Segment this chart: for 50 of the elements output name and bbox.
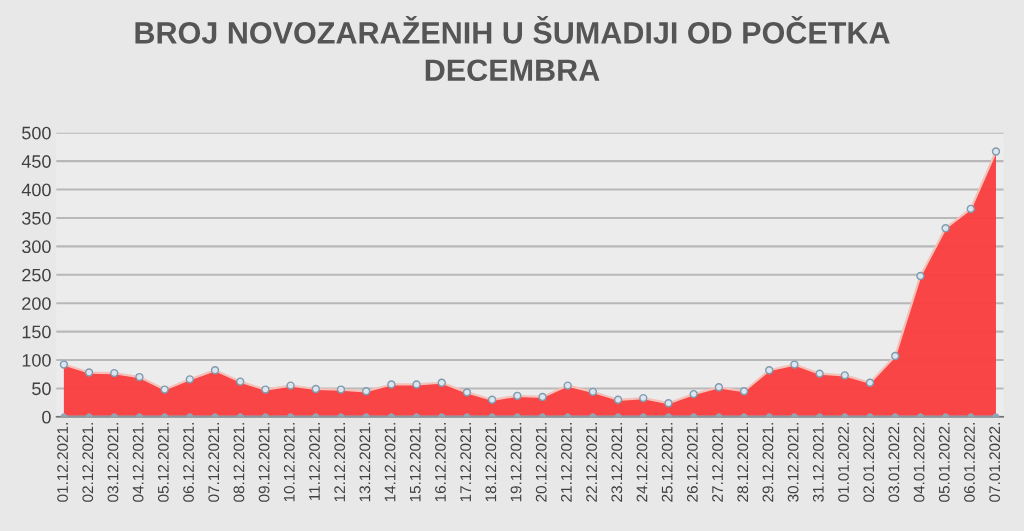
x-tick-label: 02.12.2021.: [82, 423, 94, 502]
x-tick-label: 15.12.2021.: [409, 423, 421, 502]
x-tick-label: 20.12.2021.: [535, 423, 547, 502]
x-tick-label: 25.12.2021.: [661, 423, 673, 502]
y-tick-label: 200: [22, 297, 51, 310]
y-tick-label: 100: [22, 353, 51, 367]
x-tick-label: 08.12.2021.: [233, 423, 245, 502]
x-tick-label: 05.12.2021.: [157, 423, 169, 502]
x-tick-label: 10.12.2021.: [283, 423, 295, 502]
y-tick-label: 450: [21, 155, 51, 168]
x-tick-label: 31.12.2021.: [812, 423, 824, 502]
y-tick-label: 400: [21, 183, 51, 197]
x-tick-label: 12.12.2021.: [334, 423, 346, 502]
x-tick-label: 14.12.2021.: [384, 423, 396, 502]
x-tick-label: 24.12.2021.: [636, 423, 648, 502]
x-tick-label: 01.01.2022.: [838, 423, 849, 502]
y-tick-label: 350: [22, 211, 51, 225]
x-tick-label: 27.12.2021.: [712, 423, 723, 502]
x-tick-label: 03.01.2022.: [888, 423, 900, 502]
x-tick-label: 16.12.2021.: [435, 423, 446, 502]
x-tick-label: 07.01.2022.: [989, 423, 1001, 502]
x-tick-label: 04.12.2021.: [132, 423, 144, 502]
x-tick-label: 22.12.2021.: [586, 423, 597, 502]
y-tick-label: 50: [32, 382, 51, 396]
y-tick-label: 150: [22, 325, 51, 339]
y-tick-label: 500: [22, 126, 51, 140]
x-tick-label: 11.12.2021.: [309, 423, 320, 501]
x-tick-label: 18.12.2021.: [485, 423, 497, 502]
x-tick-label: 07.12.2021.: [208, 423, 220, 502]
y-tick-label: 300: [22, 240, 51, 254]
x-tick-label: 06.01.2022.: [964, 423, 975, 502]
chart-title: BROJ NOVOZARAŽENIH U ŠUMADIJI OD POČETKA DECEMBRA: [135, 16, 890, 82]
x-tick-label: 19.12.2021.: [510, 423, 522, 502]
x-tick-label: 29.12.2021.: [762, 423, 774, 502]
x-tick-label: 06.12.2021.: [183, 423, 194, 502]
y-tick-label: 0: [42, 410, 51, 424]
x-tick-label: 09.12.2021.: [258, 423, 270, 502]
y-tick-label: 250: [22, 268, 51, 282]
x-tick-label: 17.12.2021.: [460, 423, 472, 502]
x-tick-label: 21.12.2021.: [560, 423, 572, 502]
x-tick-label: 03.12.2021.: [107, 423, 119, 502]
x-tick-label: 23.12.2021.: [611, 423, 623, 502]
x-tick-label: 05.01.2022.: [938, 423, 950, 502]
x-tick-label: 13.12.2021.: [359, 423, 371, 502]
x-tick-label: 30.12.2021.: [787, 423, 799, 502]
x-tick-label: 28.12.2021.: [737, 423, 749, 502]
x-tick-label: 04.01.2022.: [913, 423, 925, 502]
x-tick-label: 02.01.2022.: [863, 423, 875, 502]
x-tick-label: 01.12.2021.: [57, 423, 68, 502]
x-tick-label: 26.12.2021.: [686, 423, 698, 502]
